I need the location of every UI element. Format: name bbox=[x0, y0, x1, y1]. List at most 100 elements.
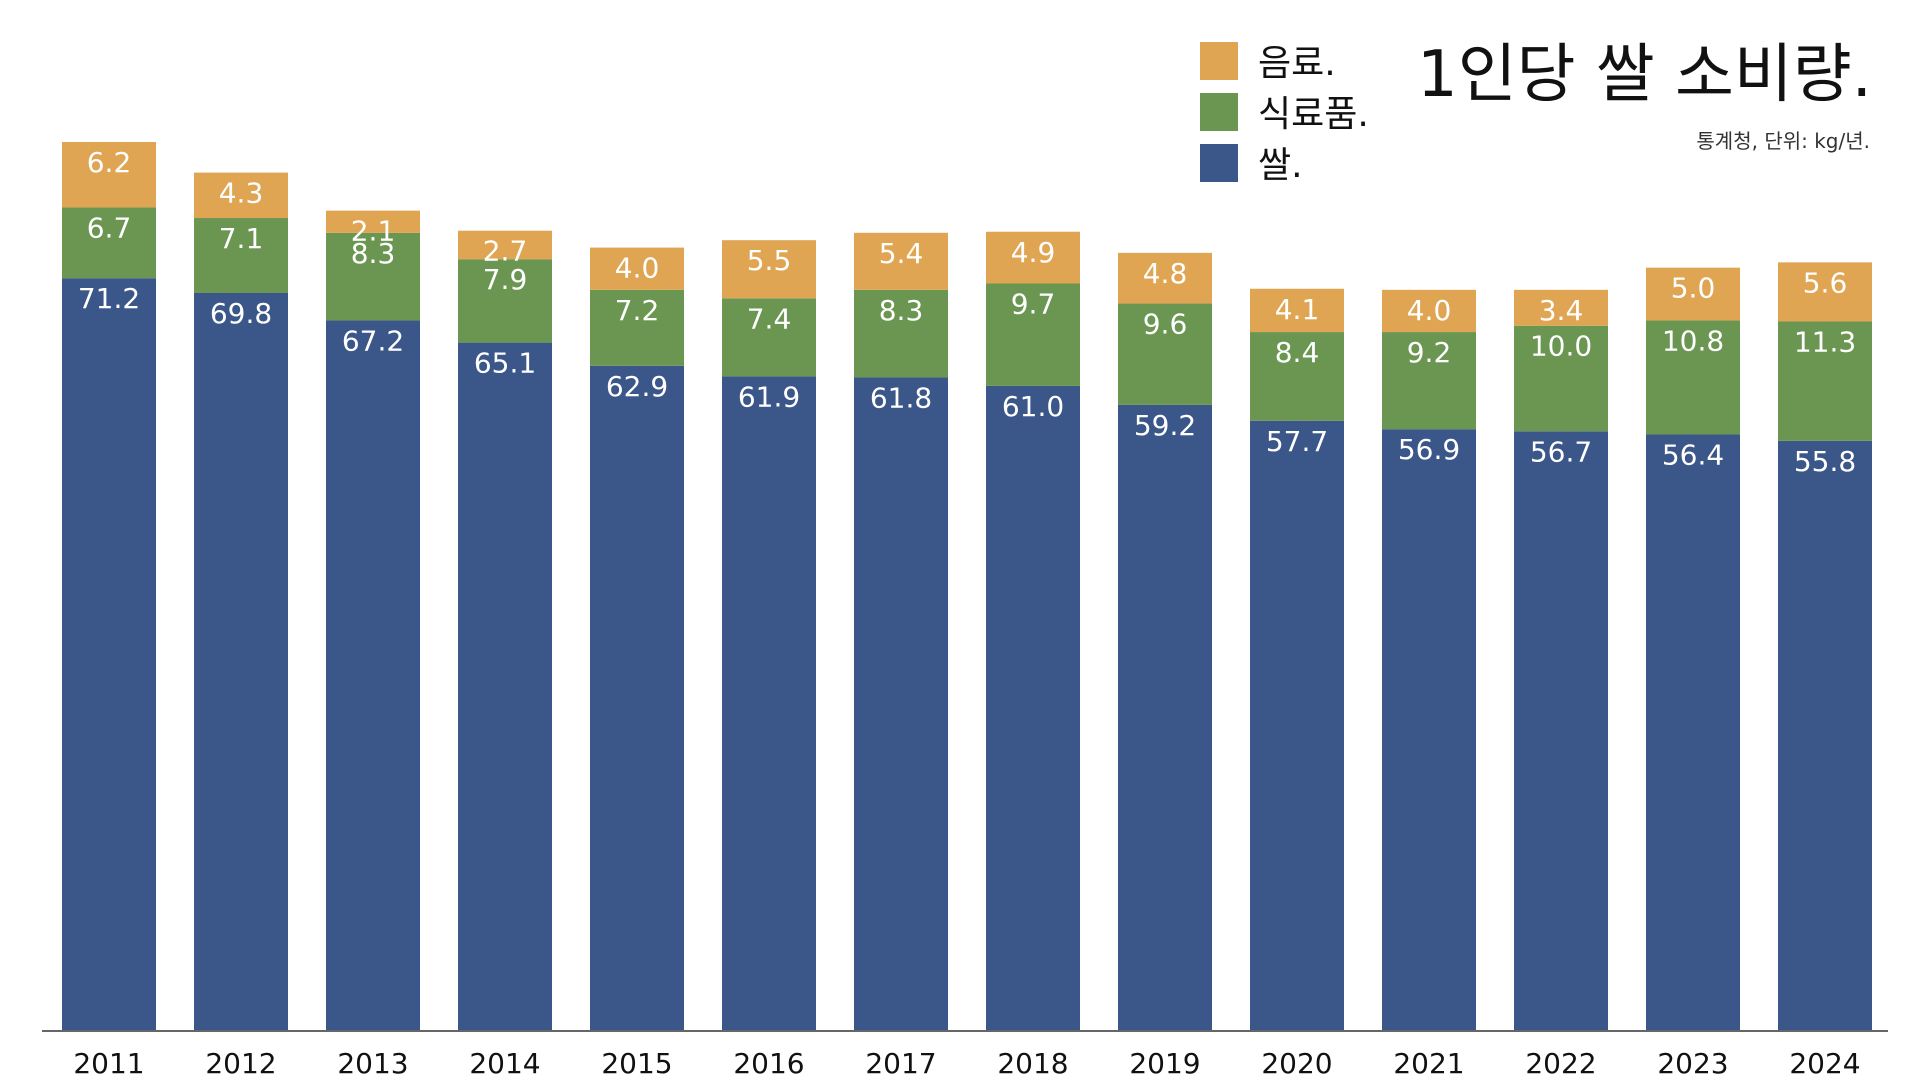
x-tick-label: 2017 bbox=[865, 1047, 936, 1080]
bar-segment-rice-2011 bbox=[62, 278, 156, 1030]
bar-segment-beverage-2017 bbox=[854, 232, 948, 290]
x-tick-label: 2018 bbox=[997, 1047, 1068, 1080]
bar-segment-rice-2013 bbox=[326, 320, 420, 1030]
bar-value-label: 61.8 bbox=[870, 381, 932, 414]
bar-segment-food-2011 bbox=[62, 207, 156, 279]
bar-segment-food-2020 bbox=[1250, 332, 1344, 421]
bar-value-label: 2.1 bbox=[351, 215, 396, 248]
legend-label: 쌀. bbox=[1258, 145, 1303, 186]
bar-segment-beverage-2021 bbox=[1382, 289, 1476, 333]
bar-value-label: 59.2 bbox=[1134, 409, 1196, 442]
bar-value-label: 10.0 bbox=[1530, 330, 1592, 363]
bar-segment-beverage-2015 bbox=[590, 247, 684, 290]
bar-value-label: 5.4 bbox=[879, 237, 924, 270]
x-tick-label: 2023 bbox=[1657, 1047, 1728, 1080]
bar-segment-food-2012 bbox=[194, 218, 288, 293]
bar-value-label: 4.0 bbox=[1407, 294, 1452, 327]
bar-value-label: 6.2 bbox=[87, 146, 132, 179]
bar-segment-beverage-2022 bbox=[1514, 289, 1608, 326]
bar-segment-beverage-2016 bbox=[722, 240, 816, 299]
bar-value-label: 55.8 bbox=[1794, 445, 1856, 478]
x-tick-label: 2024 bbox=[1789, 1047, 1860, 1080]
bar-segment-rice-2024 bbox=[1778, 440, 1872, 1031]
bar-value-label: 10.8 bbox=[1662, 324, 1724, 357]
bar-segment-food-2013 bbox=[326, 232, 420, 321]
bar-segment-beverage-2014 bbox=[458, 230, 552, 260]
x-tick-label: 2019 bbox=[1129, 1047, 1200, 1080]
bar-segment-beverage-2011 bbox=[62, 142, 156, 208]
bar-segment-food-2017 bbox=[854, 289, 948, 378]
bar-value-label: 7.2 bbox=[615, 294, 660, 327]
bar-segment-rice-2023 bbox=[1646, 434, 1740, 1031]
x-tick-label: 2015 bbox=[601, 1047, 672, 1080]
bar-value-label: 5.5 bbox=[747, 244, 792, 277]
bar-value-label: 3.4 bbox=[1539, 294, 1584, 327]
bar-segment-food-2021 bbox=[1382, 332, 1476, 430]
bar-value-label: 56.7 bbox=[1530, 435, 1592, 468]
x-tick-label: 2011 bbox=[73, 1047, 144, 1080]
legend-label: 음료. bbox=[1258, 43, 1336, 84]
bar-segment-food-2018 bbox=[986, 283, 1080, 386]
bar-segment-food-2022 bbox=[1514, 325, 1608, 432]
bar-value-label: 4.0 bbox=[615, 252, 660, 285]
bar-value-label: 9.6 bbox=[1143, 308, 1188, 341]
x-tick-label: 2013 bbox=[337, 1047, 408, 1080]
bar-value-label: 8.3 bbox=[351, 237, 396, 270]
bar-value-label: 8.3 bbox=[879, 294, 924, 327]
bar-value-label: 4.9 bbox=[1011, 236, 1056, 269]
bar-value-label: 5.0 bbox=[1671, 272, 1716, 305]
bar-value-label: 9.2 bbox=[1407, 336, 1452, 369]
bar-segment-rice-2022 bbox=[1514, 431, 1608, 1030]
bar-value-label: 7.1 bbox=[219, 222, 264, 255]
bar-segment-beverage-2012 bbox=[194, 172, 288, 219]
chart-subtitle: 통계청, 단위: kg/년. bbox=[1696, 129, 1870, 153]
bar-value-label: 57.7 bbox=[1266, 425, 1328, 458]
bar-value-label: 7.9 bbox=[483, 263, 528, 296]
x-tick-label: 2016 bbox=[733, 1047, 804, 1080]
legend-label: 식료품. bbox=[1258, 94, 1369, 135]
bar-value-label: 2.7 bbox=[483, 235, 528, 268]
x-tick-label: 2014 bbox=[469, 1047, 540, 1080]
bar-segment-food-2023 bbox=[1646, 320, 1740, 435]
bar-segment-food-2014 bbox=[458, 259, 552, 343]
bar-segment-rice-2018 bbox=[986, 385, 1080, 1030]
bar-value-labels: 71.26.76.269.87.14.367.28.32.165.17.92.7… bbox=[78, 146, 1856, 478]
bar-segment-food-2015 bbox=[590, 289, 684, 366]
bar-value-label: 4.3 bbox=[219, 177, 264, 210]
bars-group bbox=[62, 142, 1872, 1031]
bar-segment-rice-2017 bbox=[854, 377, 948, 1031]
bar-segment-rice-2014 bbox=[458, 342, 552, 1031]
bar-value-label: 6.7 bbox=[87, 211, 132, 244]
bar-segment-rice-2019 bbox=[1118, 404, 1212, 1030]
x-tick-label: 2021 bbox=[1393, 1047, 1464, 1080]
bar-segment-food-2024 bbox=[1778, 321, 1872, 441]
bar-value-label: 5.6 bbox=[1803, 266, 1848, 299]
bar-segment-beverage-2024 bbox=[1778, 262, 1872, 322]
bar-value-label: 61.9 bbox=[738, 380, 800, 413]
bar-segment-rice-2015 bbox=[590, 365, 684, 1031]
bar-value-label: 4.1 bbox=[1275, 293, 1320, 326]
x-tick-label: 2020 bbox=[1261, 1047, 1332, 1080]
bar-segment-beverage-2013 bbox=[326, 210, 420, 233]
bar-value-label: 67.2 bbox=[342, 324, 404, 357]
bar-value-label: 4.8 bbox=[1143, 257, 1188, 290]
bar-segment-rice-2012 bbox=[194, 292, 288, 1030]
bar-segment-food-2019 bbox=[1118, 303, 1212, 405]
bar-segment-beverage-2019 bbox=[1118, 252, 1212, 304]
legend-swatch bbox=[1200, 93, 1238, 131]
bar-segment-food-2016 bbox=[722, 298, 816, 377]
bar-segment-beverage-2020 bbox=[1250, 288, 1344, 333]
bar-segment-beverage-2023 bbox=[1646, 267, 1740, 321]
bar-value-label: 62.9 bbox=[606, 370, 668, 403]
x-tick-label: 2012 bbox=[205, 1047, 276, 1080]
legend: 음료. 식료품. 쌀. bbox=[1200, 42, 1369, 186]
bar-value-label: 7.4 bbox=[747, 302, 792, 335]
bar-value-label: 56.4 bbox=[1662, 438, 1724, 471]
x-tick-labels: 2011 2012 2013 2014 2015 2016 2017 2018 2019 2020… bbox=[73, 1047, 1860, 1080]
bar-value-label: 61.0 bbox=[1002, 390, 1064, 423]
legend-swatch bbox=[1200, 42, 1238, 80]
bar-value-label: 69.8 bbox=[210, 297, 272, 330]
x-tick-label: 2022 bbox=[1525, 1047, 1596, 1080]
bar-segment-rice-2021 bbox=[1382, 429, 1476, 1031]
